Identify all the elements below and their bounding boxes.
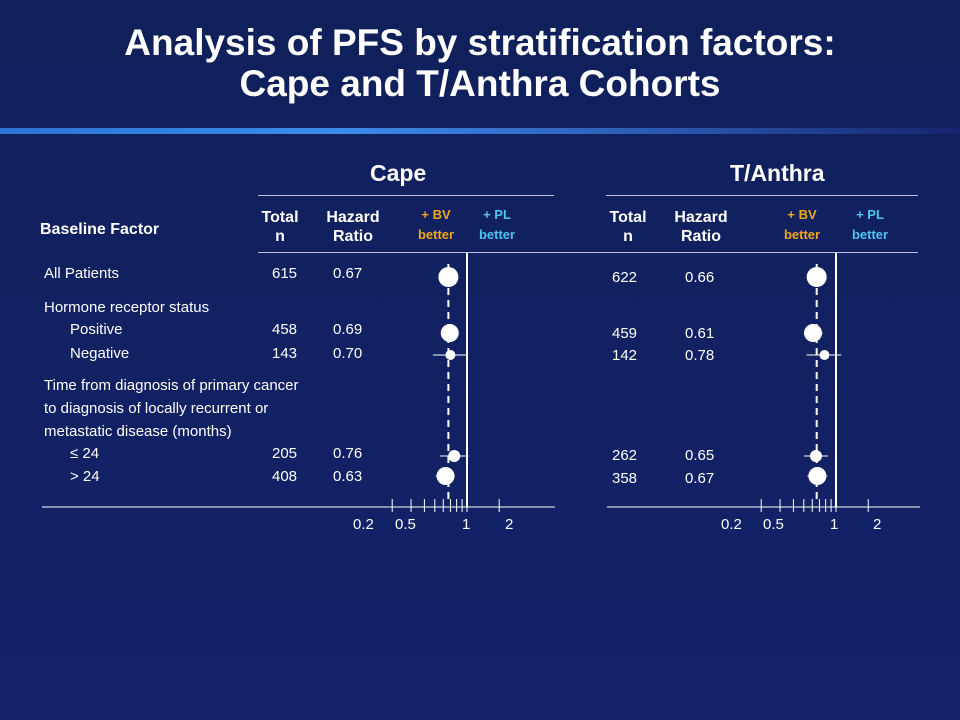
- cape-point-3: [448, 450, 461, 462]
- title-line-1: Analysis of PFS by stratification factor…: [124, 22, 836, 63]
- tan-hr-positive: 0.61: [685, 325, 715, 342]
- row-label-negative: Negative: [70, 345, 130, 362]
- tan-n-all: 622: [612, 269, 638, 286]
- panel-underline-cape: [258, 195, 554, 196]
- cape-n-positive: 458: [272, 321, 298, 338]
- baseline-factor-header: Baseline Factor: [40, 221, 160, 238]
- panel-title-tanthra: T/Anthra: [730, 160, 825, 186]
- tan-n-le24: 262: [612, 447, 638, 464]
- pl-better-tanthra: + PL better: [851, 207, 889, 242]
- cape-point-1: [440, 324, 459, 342]
- cape-point-2: [445, 350, 456, 360]
- title-divider: [0, 128, 960, 134]
- cape-tick-label-0: 0.2: [353, 516, 374, 533]
- cape-tick-label-1: 0.5: [395, 516, 416, 533]
- tan-n-negative: 142: [612, 347, 638, 364]
- row-label-time-line3: metastatic disease (months): [44, 423, 232, 440]
- tan-point-1: [804, 324, 823, 342]
- panel-underline-tanthra: [606, 195, 918, 196]
- pl-better-cape: + PL better: [478, 207, 516, 242]
- tan-point-0: [806, 267, 827, 287]
- row-label-gt24: > 24: [70, 468, 100, 485]
- row-label-positive: Positive: [70, 321, 123, 338]
- cape-point-0: [438, 267, 459, 287]
- cape-n-all: 615: [272, 265, 298, 282]
- title-line-2: Cape and T/Anthra Cohorts: [239, 63, 721, 104]
- tan-hr-le24: 0.65: [685, 447, 715, 464]
- cape-hr-negative: 0.70: [333, 345, 363, 362]
- cape-tick-label-2: 1: [462, 516, 471, 533]
- row-label-le24: ≤ 24: [70, 445, 100, 462]
- hr-header-cape: Hazard Ratio: [326, 209, 380, 245]
- tan-n-positive: 459: [612, 325, 638, 342]
- tan-point-3: [809, 450, 822, 462]
- tan-point-4: [808, 467, 827, 485]
- row-label-time-line2: to diagnosis of locally recurrent or: [44, 400, 269, 417]
- row-label-time-line1: Time from diagnosis of primary cancer: [44, 377, 299, 394]
- tan-tick-label-3: 2: [873, 516, 882, 533]
- total-header-cape: Total n: [261, 209, 299, 245]
- hr-header-tanthra: Hazard Ratio: [674, 209, 728, 245]
- cape-hr-le24: 0.76: [333, 445, 363, 462]
- cape-hr-gt24: 0.63: [333, 468, 363, 485]
- row-label-hormone-status: Hormone receptor status: [44, 299, 210, 316]
- cape-n-le24: 205: [272, 445, 298, 462]
- tan-tick-label-1: 0.5: [763, 516, 784, 533]
- bv-better-tanthra: + BV better: [783, 207, 821, 242]
- bv-better-cape: + BV better: [417, 207, 455, 242]
- cape-hr-positive: 0.69: [333, 321, 363, 338]
- header-underline: [258, 252, 918, 253]
- cape-tick-label-3: 2: [505, 516, 514, 533]
- tan-hr-gt24: 0.67: [685, 470, 715, 487]
- tan-hr-negative: 0.78: [685, 347, 715, 364]
- cape-n-negative: 143: [272, 345, 298, 362]
- cape-hr-all: 0.67: [333, 265, 363, 282]
- row-label-all-patients: All Patients: [44, 265, 120, 282]
- tan-point-2: [819, 350, 830, 360]
- tan-n-gt24: 358: [612, 470, 638, 487]
- total-header-tanthra: Total n: [609, 209, 647, 245]
- slide-title: Analysis of PFS by stratification factor…: [0, 22, 960, 104]
- tan-hr-all: 0.66: [685, 269, 715, 286]
- cape-point-4: [436, 467, 455, 485]
- tan-tick-label-0: 0.2: [721, 516, 742, 533]
- panel-title-cape: Cape: [370, 160, 427, 186]
- cape-n-gt24: 408: [272, 468, 298, 485]
- tan-tick-label-2: 1: [830, 516, 839, 533]
